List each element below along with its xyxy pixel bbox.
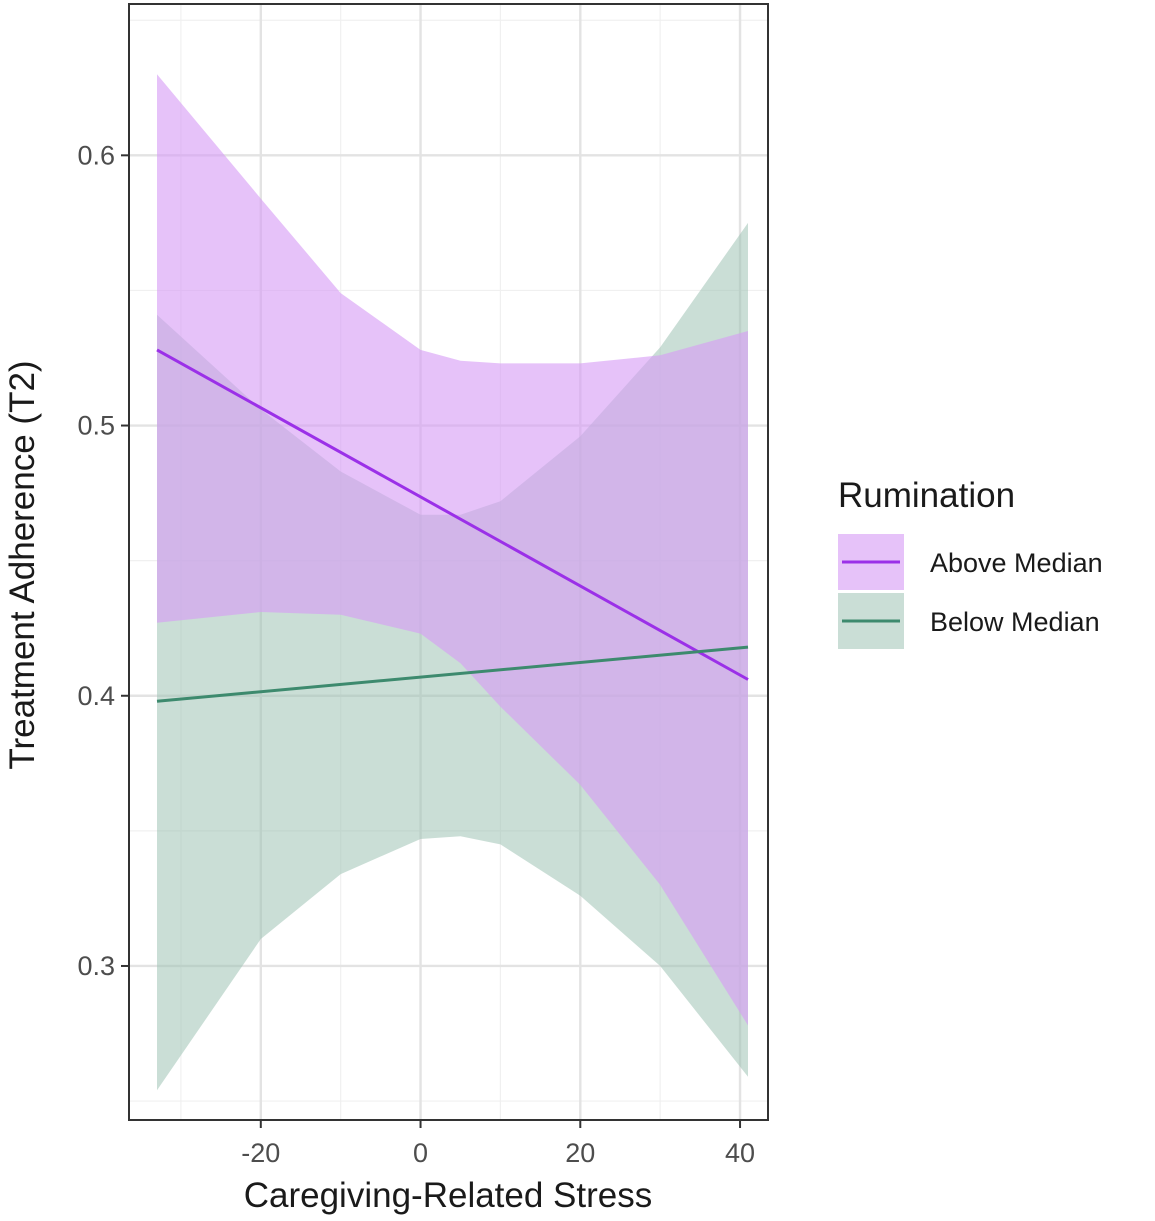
legend-label-above-median: Above Median [930,548,1103,578]
x-tick-label: -20 [241,1138,280,1168]
y-tick-label: 0.6 [77,140,115,170]
y-tick-label: 0.3 [77,951,115,981]
x-axis-title: Caregiving-Related Stress [244,1176,653,1215]
line-layer [156,348,749,703]
x-tick-label: 0 [413,1138,428,1168]
series-line-above-median [156,348,749,681]
panel-border [128,3,769,1121]
x-tick-label: 20 [565,1138,595,1168]
x-tick-label: 40 [725,1138,755,1168]
series-line-below-median [156,645,749,703]
tick-layer: -20 0 20 40 0.3 0.4 0.5 0.6 [77,140,755,1168]
confidence-band-above-median [157,74,748,1026]
legend-title: Rumination [838,476,1015,515]
ribbon-layer [157,74,748,1091]
y-axis-title: Treatment Adherence (T2) [3,360,42,769]
legend: Above Median Below Median [838,534,1103,649]
frame-layer [128,3,769,1121]
y-tick-label: 0.4 [77,681,115,711]
y-tick-label: 0.5 [77,411,115,441]
legend-label-below-median: Below Median [930,607,1100,637]
